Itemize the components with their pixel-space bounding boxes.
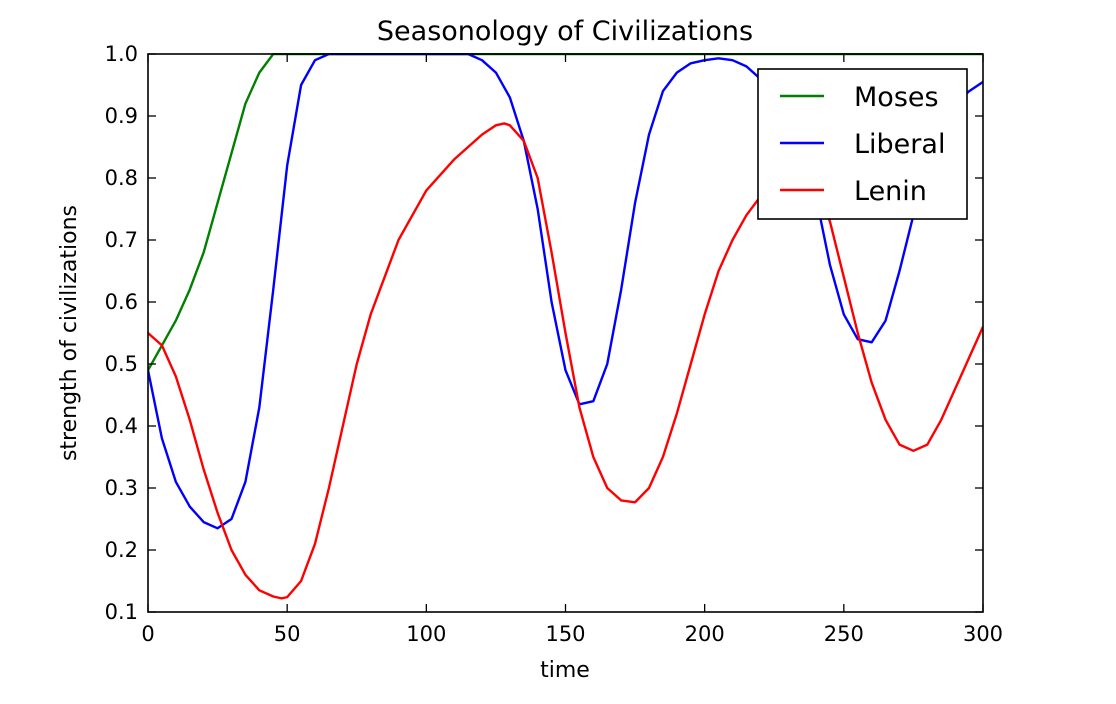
x-tick-label: 50: [274, 622, 301, 646]
x-axis: 0 50 100 150 200 250 300: [141, 54, 1003, 646]
y-tick-label: 0.9: [105, 104, 138, 128]
x-tick-label: 100: [406, 622, 446, 646]
x-tick-label: 250: [824, 622, 864, 646]
y-tick-label: 1.0: [105, 42, 138, 66]
y-tick-label: 0.2: [105, 538, 138, 562]
legend-item-liberal: Liberal: [780, 129, 945, 160]
plot-area: 0 50 100 150 200 250 300 0.1 0.2 0.3 0.4 0.5 0.6 0.7…: [105, 42, 1003, 646]
y-axis-label: strength of civilizations: [57, 205, 82, 461]
series-line-liberal: [148, 53, 983, 530]
x-tick-label: 150: [545, 622, 585, 646]
y-tick-label: 0.6: [105, 290, 138, 314]
legend-item-moses: Moses: [780, 82, 939, 113]
y-tick-label: 0.7: [105, 228, 138, 252]
legend-label: Lenin: [854, 176, 927, 207]
x-axis-label: time: [540, 658, 590, 683]
y-axis: 0.1 0.2 0.3 0.4 0.5 0.6 0.7 0.8 0.9 1.0: [105, 42, 983, 624]
y-tick-label: 0.4: [105, 414, 138, 438]
y-tick-label: 0.5: [105, 352, 138, 376]
legend: Moses Liberal Lenin: [757, 68, 968, 220]
legend-label: Liberal: [854, 129, 945, 160]
x-tick-label: 300: [963, 622, 1003, 646]
chart-title: Seasonology of Civilizations: [377, 16, 753, 47]
x-tick-label: 0: [141, 622, 154, 646]
legend-label: Moses: [854, 82, 939, 113]
y-tick-label: 0.3: [105, 476, 138, 500]
legend-item-lenin: Lenin: [780, 176, 927, 207]
y-tick-label: 0.1: [105, 600, 138, 624]
y-tick-label: 0.8: [105, 166, 138, 190]
x-tick-label: 200: [685, 622, 725, 646]
series-line-lenin: [148, 122, 983, 600]
